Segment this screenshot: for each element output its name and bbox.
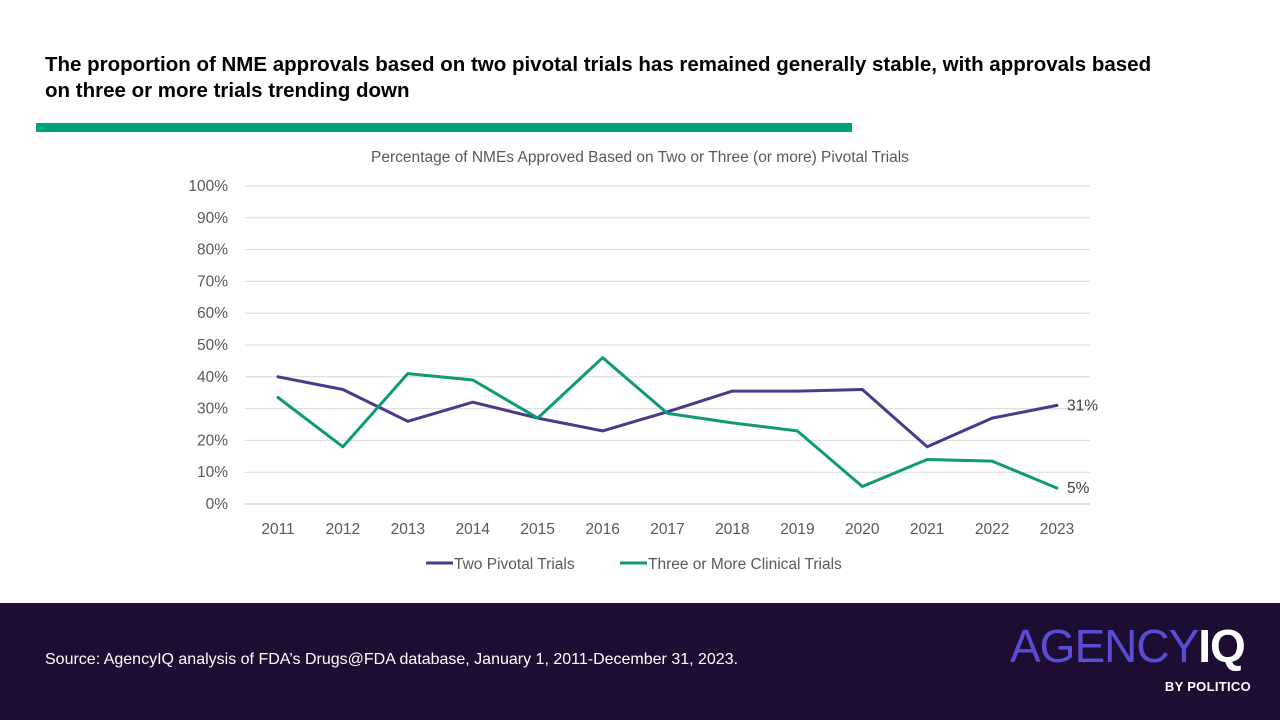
y-tick-label: 10% [197, 464, 228, 481]
gridlines [245, 185, 1090, 505]
y-tick-label: 90% [197, 210, 228, 227]
end-labels: 31% 5% [1067, 397, 1098, 497]
footer: Source: AgencyIQ analysis of FDA’s Drugs… [0, 603, 1280, 720]
legend: Two Pivotal Trials Three or More Clinical… [426, 556, 842, 573]
y-tick-label: 50% [197, 337, 228, 354]
x-tick-label: 2013 [391, 521, 425, 538]
series-lines [276, 356, 1059, 490]
x-axis-ticks: 2011 2012 2013 2014 2015 2016 2017 2018 2019 2020… [261, 521, 1074, 538]
x-tick-label: 2023 [1040, 521, 1074, 538]
x-tick-label: 2012 [326, 521, 360, 538]
x-tick-label: 2011 [261, 521, 294, 538]
y-tick-label: 40% [197, 369, 228, 386]
source-note: Source: AgencyIQ analysis of FDA’s Drugs… [45, 651, 739, 668]
x-tick-label: 2021 [910, 521, 944, 538]
y-tick-label: 80% [197, 242, 228, 259]
y-tick-label: 30% [197, 401, 228, 418]
brand-by-line: BY POLITICO [1164, 679, 1251, 694]
data-label: 5% [1067, 480, 1090, 497]
x-tick-label: 2019 [780, 521, 814, 538]
data-label: 31% [1067, 397, 1098, 414]
y-tick-label: 60% [197, 305, 228, 322]
x-tick-label: 2018 [715, 521, 749, 538]
legend-label: Three or More Clinical Trials [648, 556, 842, 573]
x-tick-label: 2017 [650, 521, 684, 538]
x-tick-label: 2014 [456, 521, 491, 538]
x-tick-label: 2015 [520, 521, 554, 538]
y-tick-label: 100% [188, 178, 228, 195]
y-tick-label: 0% [206, 496, 229, 513]
accent-bar [36, 123, 852, 132]
x-tick-label: 2022 [975, 521, 1009, 538]
chart-title: Percentage of NMEs Approved Based on Two… [371, 149, 909, 166]
y-axis-ticks: 0% 10% 20% 30% 40% 50% 60% 70% 80% 90% 100% [188, 178, 228, 513]
line-chart: Percentage of NMEs Approved Based on Two… [188, 149, 1098, 573]
series-line-three-or-more-trials [276, 356, 1059, 490]
x-tick-label: 2020 [845, 521, 880, 538]
brand-logo: AGENCYIQ BY POLITICO [1010, 621, 1255, 711]
legend-label: Two Pivotal Trials [454, 556, 575, 573]
y-tick-label: 70% [197, 273, 228, 290]
x-tick-label: 2016 [585, 521, 619, 538]
brand-iq: IQ [1198, 620, 1246, 672]
y-tick-label: 20% [197, 432, 228, 449]
brand-agency: AGENCY [1010, 620, 1199, 672]
brand-wordmark: AGENCYIQ [1010, 620, 1246, 672]
page-title: The proportion of NME approvals based on… [45, 53, 1152, 102]
